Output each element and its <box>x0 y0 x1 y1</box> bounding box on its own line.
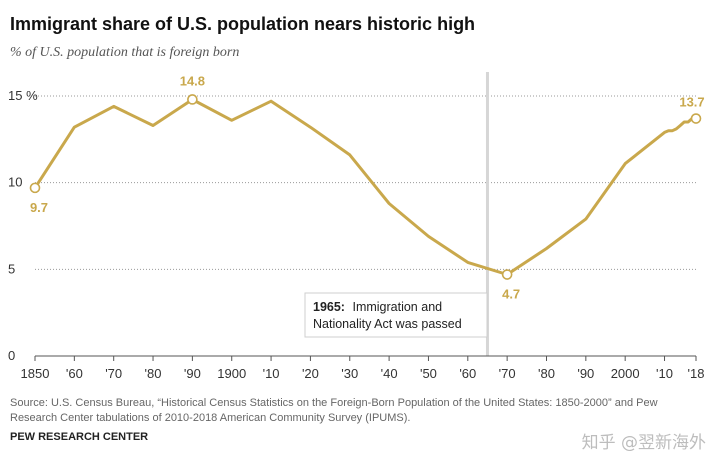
chart-title: Immigrant share of U.S. population nears… <box>10 14 476 34</box>
x-tick-label: 1900 <box>217 366 246 381</box>
x-tick-label: '80 <box>145 366 162 381</box>
y-tick-label: 0 <box>8 348 15 363</box>
annotation-year: 1965: <box>313 300 345 314</box>
x-tick-label: '40 <box>381 366 398 381</box>
annotation-box <box>304 292 488 338</box>
x-tick-label: '30 <box>341 366 358 381</box>
x-tick-label: '10 <box>263 366 280 381</box>
x-tick-label: '50 <box>420 366 437 381</box>
annotation-text-line2: Nationality Act was passed <box>313 317 462 331</box>
data-label: 4.7 <box>502 287 520 302</box>
x-tick-label: '20 <box>302 366 319 381</box>
x-tick-label: '60 <box>459 366 476 381</box>
annotation-text-line1: 1965: Immigration and <box>313 300 442 314</box>
data-label: 13.7 <box>679 95 704 110</box>
data-label: 9.7 <box>30 200 48 215</box>
gridlines <box>35 95 696 270</box>
highlight-point <box>29 182 41 194</box>
highlight-markers: 9.7 14.8 4.7 13.7 <box>29 73 705 302</box>
data-label: 14.8 <box>180 73 205 88</box>
annotation-text: Immigration and <box>352 300 442 314</box>
x-tick-label: '90 <box>184 366 201 381</box>
x-tick-label: '90 <box>577 366 594 381</box>
highlight-point <box>501 269 513 280</box>
axes: 0 5 10 15 % 1850 '60 '70 '80 '90 1900 '10 '20 '30 '40… <box>8 88 704 381</box>
x-tick-label: '10 <box>656 366 673 381</box>
highlight-point <box>690 113 702 124</box>
brand-label: PEW RESEARCH CENTER <box>10 431 149 443</box>
series-line <box>33 98 698 276</box>
x-tick-label: '70 <box>499 366 516 381</box>
x-tick-label: 2000 <box>611 366 640 381</box>
highlight-point <box>187 94 198 105</box>
chart-subtitle: % of U.S. population that is foreign bor… <box>10 45 240 60</box>
x-tick-label: '60 <box>66 366 83 381</box>
x-tick-label: '80 <box>538 366 555 381</box>
x-tick-label: 1850 <box>21 366 50 381</box>
y-tick-label: 5 <box>8 261 15 276</box>
x-tick-label: '18 <box>688 366 705 381</box>
x-tick-label: '70 <box>105 366 122 381</box>
source-note: Source: U.S. Census Bureau, “Historical … <box>10 397 658 424</box>
y-tick-label: 15 % <box>8 88 38 103</box>
series-group <box>33 98 698 276</box>
annotation-group: 1965: Immigration and Nationality Act wa… <box>304 292 488 338</box>
watermark: 知乎 @翌新海外 <box>581 433 706 453</box>
y-tick-label: 10 <box>8 175 22 190</box>
